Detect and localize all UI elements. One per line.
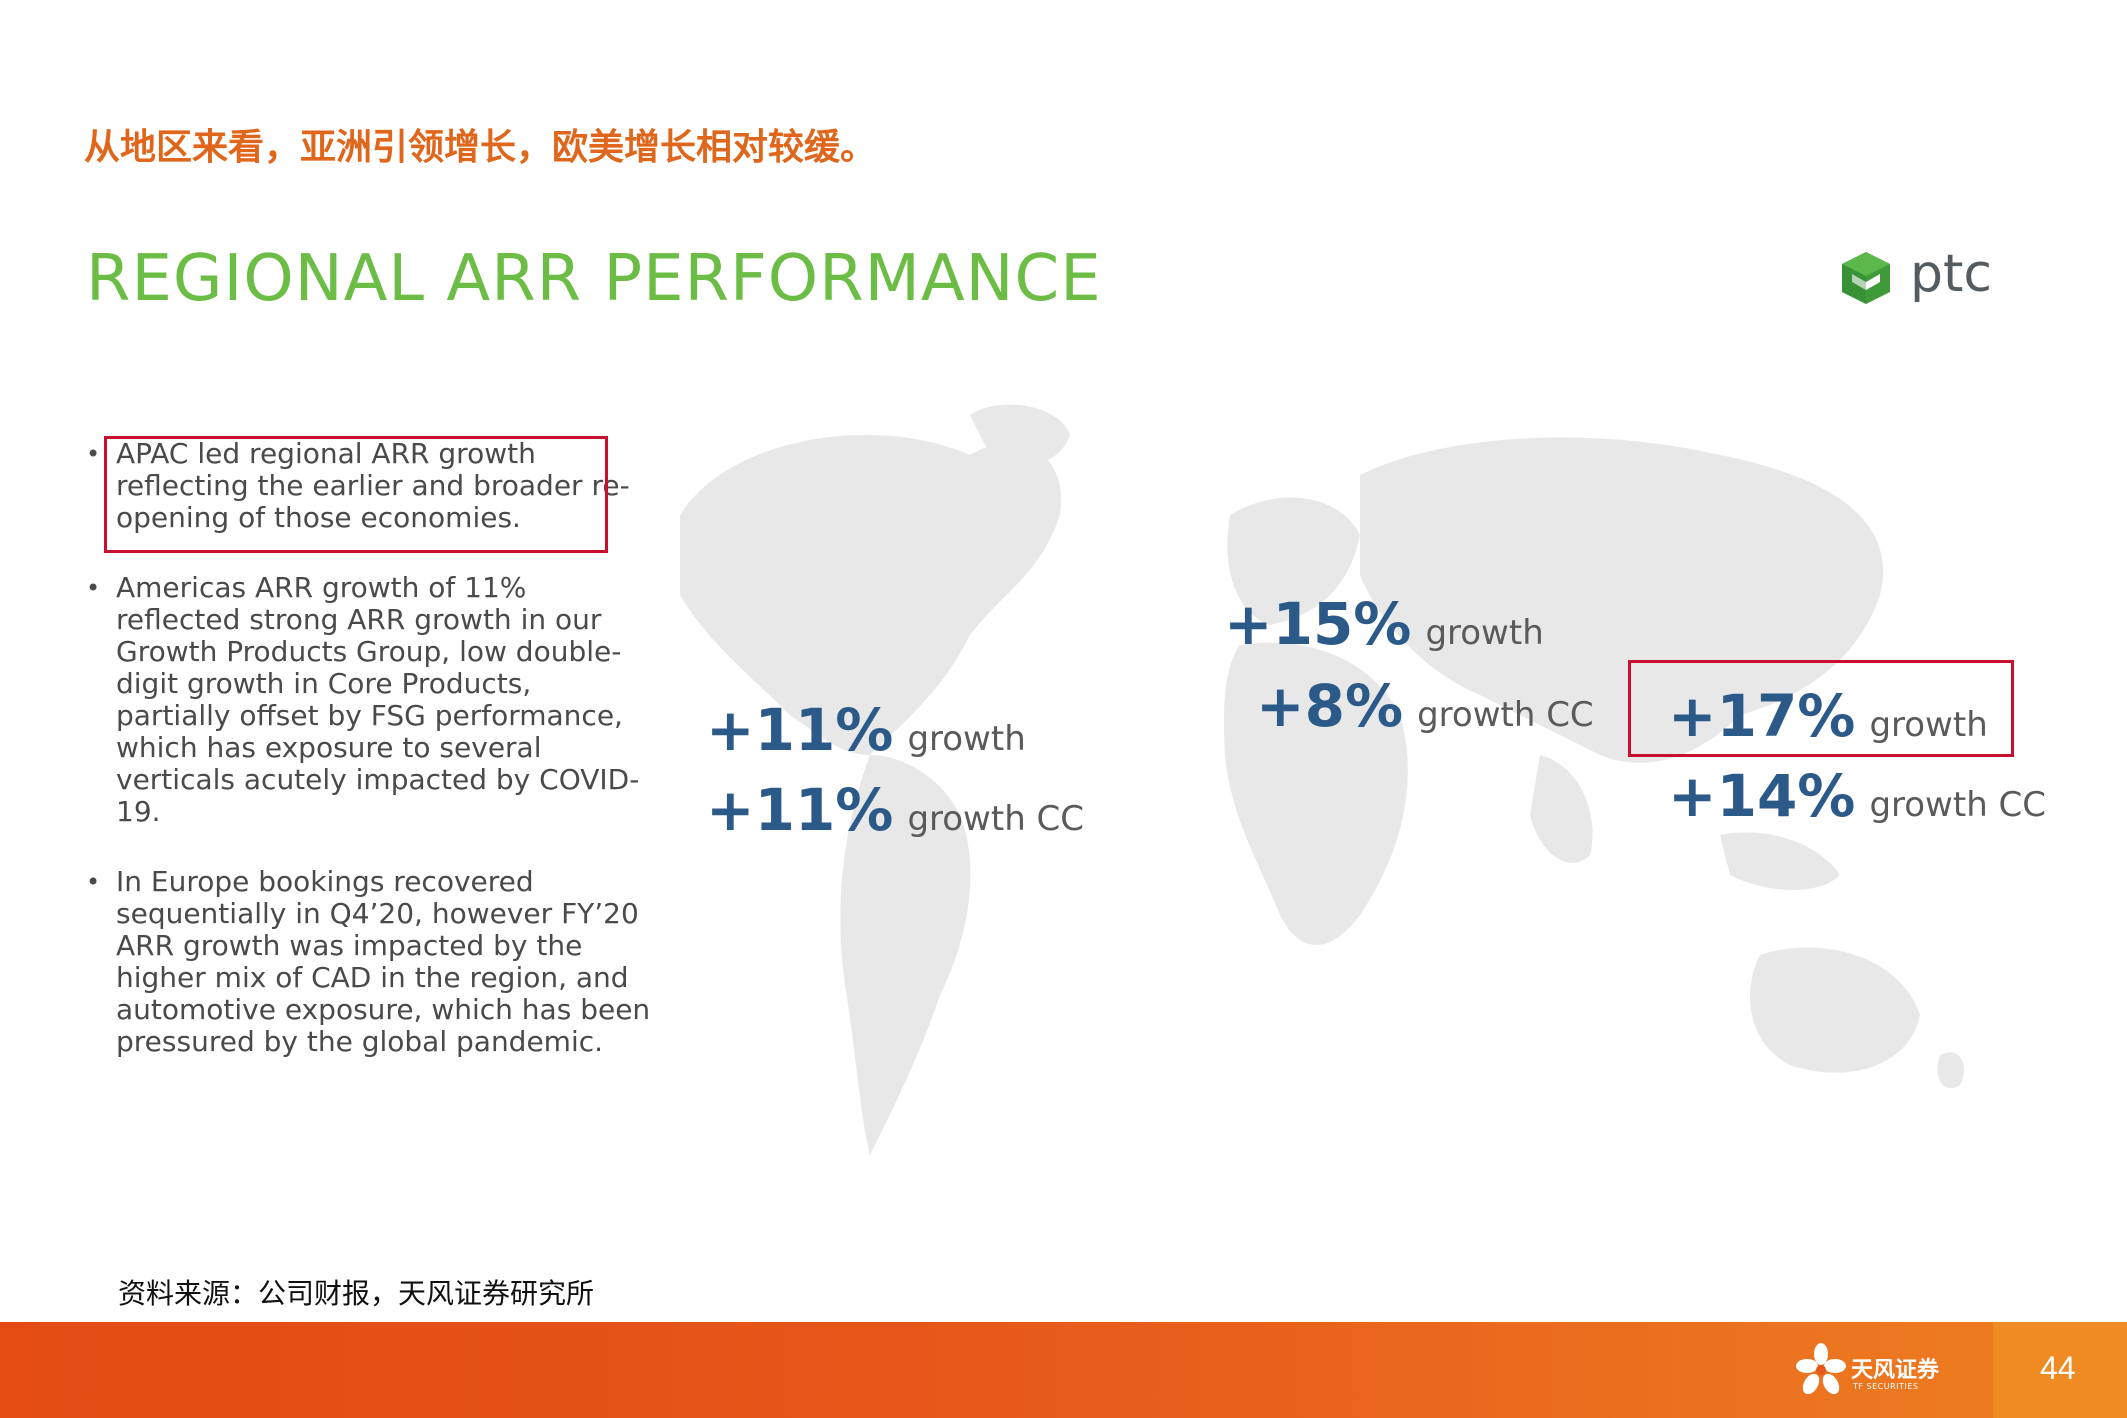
- tf-flower-icon: [1796, 1343, 1846, 1395]
- apac-cc-value: +14%: [1668, 762, 1856, 830]
- page-number: 44: [2040, 1350, 2076, 1386]
- brand-name: 天风证券: [1851, 1358, 1940, 1383]
- europe-cc-value: +8%: [1256, 672, 1404, 740]
- europe-cc-label: growth CC: [1417, 695, 1594, 735]
- bullet-americas: Americas ARR growth of 11% reflected str…: [82, 572, 652, 828]
- bullet-apac: APAC led regional ARR growth reflecting …: [82, 438, 652, 534]
- brand-subtitle: TF SECURITIES: [1853, 1382, 1919, 1391]
- americas-cc-stat: +11% growth CC: [706, 776, 1084, 844]
- apac-cc-stat: +14% growth CC: [1668, 762, 2046, 830]
- europe-growth-value: +15%: [1224, 590, 1412, 658]
- bullet-europe: In Europe bookings recovered sequentiall…: [82, 866, 652, 1058]
- apac-stat-highlight-box: [1628, 660, 2014, 757]
- apac-growth-label: growth: [1869, 705, 1988, 745]
- americas-growth-stat: +11% growth: [706, 696, 1026, 764]
- report-headline: 从地区来看，亚洲引领增长，欧美增长相对较缓。: [84, 127, 877, 168]
- americas-cc-label: growth CC: [907, 799, 1085, 839]
- apac-bullet-highlight-box: [104, 436, 608, 553]
- world-map-background: [680, 404, 1964, 1155]
- ptc-logo-text: ptc: [1910, 244, 1992, 304]
- europe-growth-label: growth: [1425, 613, 1544, 653]
- americas-growth-label: growth: [907, 719, 1026, 759]
- footer-bar: [0, 1322, 2127, 1418]
- ptc-cube-icon: [1842, 252, 1890, 304]
- apac-growth-value: +17%: [1668, 682, 1856, 750]
- americas-growth-value: +11%: [706, 696, 894, 764]
- europe-growth-stat: +15% growth: [1224, 590, 1544, 658]
- americas-cc-value: +11%: [706, 776, 894, 844]
- source-note: 资料来源：公司财报，天风证券研究所: [118, 1277, 595, 1310]
- apac-growth-stat: +17% growth: [1668, 682, 1988, 750]
- page-number-block: [1993, 1322, 2127, 1418]
- bullet-list: APAC led regional ARR growth reflecting …: [82, 438, 652, 1096]
- slide-title: REGIONAL ARR PERFORMANCE: [86, 242, 1102, 316]
- europe-cc-stat: +8% growth CC: [1256, 672, 1594, 740]
- apac-cc-label: growth CC: [1869, 785, 2047, 825]
